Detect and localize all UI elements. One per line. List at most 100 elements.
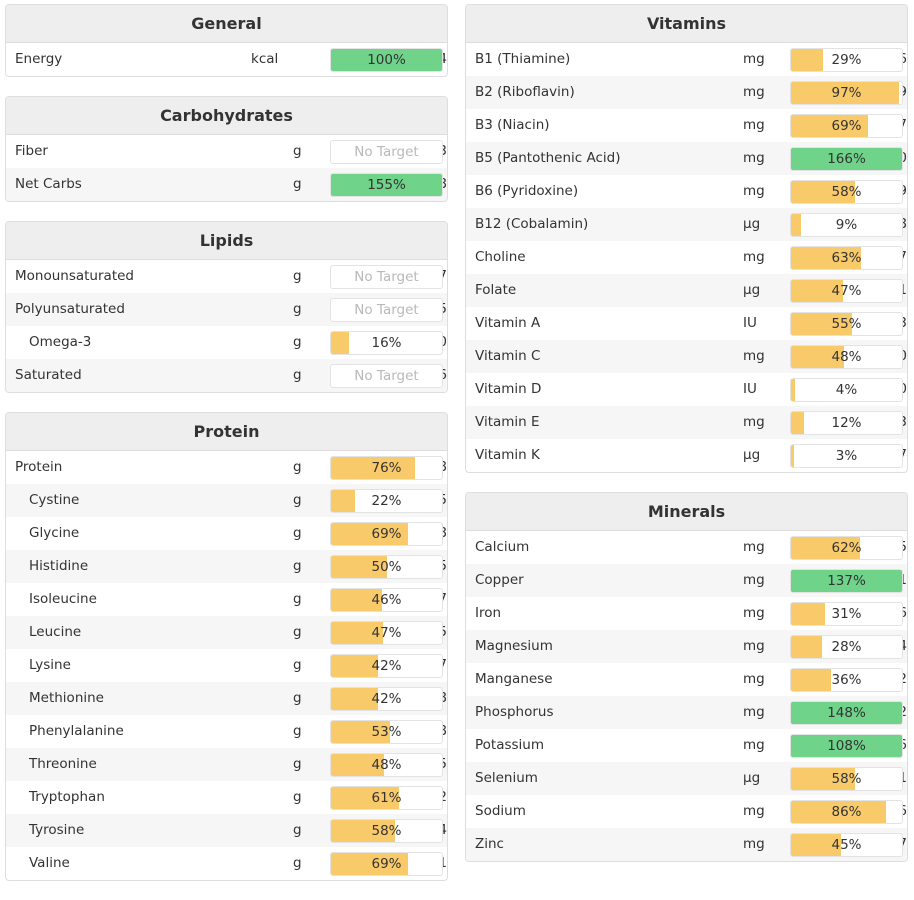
nutrient-row[interactable]: Magnesium 288.4 mg 28% [466,630,907,663]
panel-title: General [6,5,447,43]
nutrient-row[interactable]: Choline 351.7 mg 63% [466,241,907,274]
target-progress-fill [791,570,902,592]
nutrient-row[interactable]: Manganese 2.2 mg 36% [466,663,907,696]
target-progress-bar: 29% [790,48,903,72]
nutrient-name: B12 (Cobalamin) [475,216,589,232]
nutrient-row[interactable]: Lysine 5.7 g 42% [6,649,447,682]
nutrient-unit: g [293,334,302,350]
nutrient-unit: mg [743,671,765,687]
nutrient-row[interactable]: Selenium 175.1 µg 58% [466,762,907,795]
target-progress-bar: 22% [330,489,443,513]
nutrient-row[interactable]: B5 (Pantothenic Acid) 20.0 mg 166% [466,142,907,175]
nutrient-unit: µg [743,216,761,232]
nutrient-row[interactable]: Vitamin E 4.3 mg 12% [466,406,907,439]
target-progress-label: 148% [827,705,866,721]
target-progress-bar: 55% [790,312,903,336]
nutrient-unit: g [293,723,302,739]
panel-body: B1 (Thiamine) 1.6 mg 29% B2 (Riboflavin)… [466,43,907,472]
nutrient-name: Net Carbs [15,176,82,192]
target-progress-bar: No Target [330,364,443,388]
target-progress-fill [791,636,823,658]
target-progress-label: 50% [371,559,402,575]
nutrient-row[interactable]: B12 (Cobalamin) 2.8 µg 9% [466,208,907,241]
target-progress-fill [791,768,856,790]
target-progress-bar: 28% [790,635,903,659]
nutrient-row[interactable]: Potassium 5971.6 mg 108% [466,729,907,762]
target-progress-label: 61% [371,790,402,806]
nutrient-name: B3 (Niacin) [475,117,550,133]
panel-body: Calcium 1247.5 mg 62% Copper 4.1 mg 137%… [466,531,907,861]
target-progress-fill [331,853,408,875]
nutrient-unit: g [293,367,302,383]
target-progress-fill [331,721,390,743]
nutrient-row[interactable]: Cystine 0.5 g 22% [6,484,447,517]
nutrient-name: Vitamin E [475,414,540,430]
right-column: Vitamins B1 (Thiamine) 1.6 mg 29% B2 (Ri… [465,4,908,881]
nutrient-unit: mg [743,803,765,819]
target-progress-label: 3% [835,448,858,464]
nutrient-row[interactable]: Sodium 3456.6 mg 86% [466,795,907,828]
nutrient-row[interactable]: Monounsaturated 39.7 g No Target [6,260,447,293]
nutrient-row[interactable]: Omega-3 1.0 g 16% [6,326,447,359]
nutrient-row[interactable]: Histidine 2.5 g 50% [6,550,447,583]
nutrient-row[interactable]: Threonine 3.5 g 48% [6,748,447,781]
target-progress-label: 69% [371,856,402,872]
target-progress-bar: 53% [330,720,443,744]
target-progress-label: 29% [831,52,862,68]
nutrient-name: Energy [15,51,63,67]
nutrient-row[interactable]: Phosphorus 2227.2 mg 148% [466,696,907,729]
target-progress-label: 47% [371,625,402,641]
nutrient-name: B1 (Thiamine) [475,51,571,67]
nutrient-row[interactable]: Fiber 20.3 g No Target [6,135,447,168]
nutrient-row[interactable]: Phenylalanine 3.8 g 53% [6,715,447,748]
nutrient-name: Lysine [29,657,71,673]
nutrient-row[interactable]: Net Carbs 77.8 g 155% [6,168,447,201]
nutrient-row[interactable]: Glycine 2.8 g 69% [6,517,447,550]
target-progress-bar: 62% [790,536,903,560]
nutrient-row[interactable]: Saturated 84.6 g No Target [6,359,447,392]
nutrient-row[interactable]: Vitamin C 146.0 mg 48% [466,340,907,373]
target-progress-bar: No Target [330,140,443,164]
nutrient-row[interactable]: Polyunsaturated 10.5 g No Target [6,293,447,326]
nutrient-row[interactable]: B2 (Riboflavin) 5.9 mg 97% [466,76,907,109]
panel-body: Energy 2001.4 kcal 100% [6,43,447,76]
nutrient-name: Phosphorus [475,704,554,720]
target-progress-fill [791,537,860,559]
nutrient-name: Vitamin D [475,381,542,397]
nutrient-row[interactable]: Iron 9.6 mg 31% [466,597,907,630]
nutrient-row[interactable]: Vitamin K 35.7 µg 3% [466,439,907,472]
nutrient-unit: g [293,558,302,574]
nutrient-row[interactable]: Valine 6.1 g 69% [6,847,447,880]
nutrient-name: Tryptophan [29,789,105,805]
nutrient-row[interactable]: Zinc 14.7 mg 45% [466,828,907,861]
nutrient-name: Phenylalanine [29,723,124,739]
nutrient-unit: g [293,459,302,475]
nutrient-row[interactable]: B1 (Thiamine) 1.6 mg 29% [466,43,907,76]
lipids-panel: Lipids Monounsaturated 39.7 g No Target … [5,221,448,393]
target-progress-bar: 16% [330,331,443,355]
nutrient-unit: g [293,822,302,838]
nutrient-row[interactable]: B3 (Niacin) 48.7 mg 69% [466,109,907,142]
nutrient-name: Iron [475,605,502,621]
nutrient-row[interactable]: Copper 4.1 mg 137% [466,564,907,597]
nutrient-row[interactable]: Energy 2001.4 kcal 100% [6,43,447,76]
target-progress-fill [791,214,801,236]
target-progress-label: 53% [371,724,402,740]
nutrient-name: B6 (Pyridoxine) [475,183,579,199]
nutrient-row[interactable]: Tyrosine 3.4 g 58% [6,814,447,847]
nutrient-row[interactable]: Protein 95.8 g 76% [6,451,447,484]
nutrient-row[interactable]: Folate 380.1 µg 47% [466,274,907,307]
nutrient-unit: g [293,492,302,508]
nutrient-row[interactable]: B6 (Pyridoxine) 2.9 mg 58% [466,175,907,208]
nutrient-row[interactable]: Isoleucine 3.7 g 46% [6,583,447,616]
nutrient-row[interactable]: Vitamin A 5501.3 IU 55% [466,307,907,340]
nutrient-row[interactable]: Vitamin D 172.0 IU 4% [466,373,907,406]
nutrient-row[interactable]: Calcium 1247.5 mg 62% [466,531,907,564]
target-progress-fill [331,174,442,196]
nutrient-unit: mg [743,539,765,555]
nutrient-row[interactable]: Methionine 1.8 g 42% [6,682,447,715]
nutrient-row[interactable]: Tryptophan 1.2 g 61% [6,781,447,814]
nutrient-row[interactable]: Leucine 6.5 g 47% [6,616,447,649]
panel-title: Lipids [6,222,447,260]
nutrient-name: Polyunsaturated [15,301,125,317]
